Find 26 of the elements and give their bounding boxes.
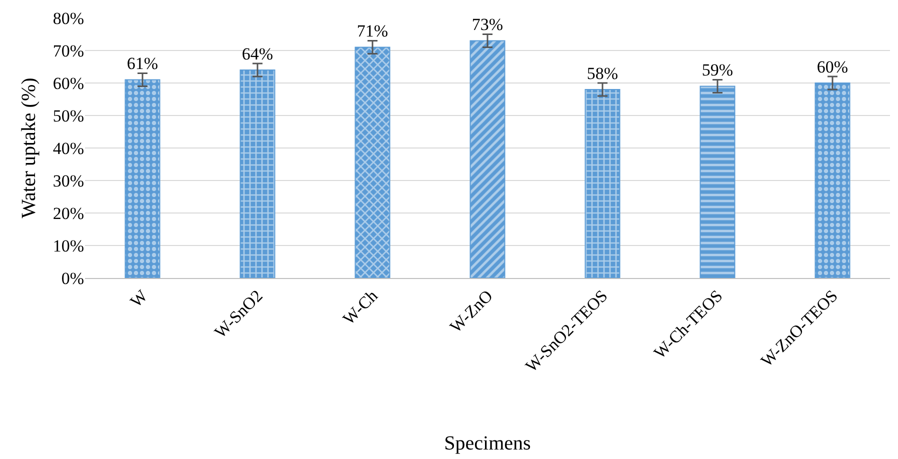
data-label: 61% — [126, 54, 158, 73]
bar — [240, 70, 276, 278]
data-label: 60% — [816, 57, 848, 76]
y-tick-label: 70% — [52, 41, 84, 60]
y-tick-label: 50% — [52, 106, 84, 126]
data-label: 64% — [242, 44, 274, 64]
x-axis-title: Specimens — [444, 432, 532, 454]
bar — [700, 86, 736, 278]
bar — [584, 89, 620, 278]
data-label: 59% — [702, 60, 734, 80]
bar — [124, 79, 160, 278]
bar — [814, 82, 850, 278]
y-tick-label: 40% — [52, 138, 84, 158]
y-tick-label: 80% — [52, 8, 84, 28]
y-tick-label: 60% — [52, 74, 84, 93]
data-label: 58% — [586, 64, 618, 83]
y-tick-label: 30% — [52, 171, 84, 190]
data-label: 73% — [472, 15, 504, 34]
x-tick-label: W — [126, 286, 152, 312]
y-tick-label: 0% — [61, 268, 84, 288]
y-axis-title: Water uptake (%) — [18, 78, 40, 218]
bar — [470, 40, 506, 278]
bar — [354, 46, 390, 278]
data-label: 71% — [356, 22, 388, 40]
y-tick-label: 20% — [52, 204, 84, 223]
y-tick-label: 10% — [52, 236, 84, 256]
